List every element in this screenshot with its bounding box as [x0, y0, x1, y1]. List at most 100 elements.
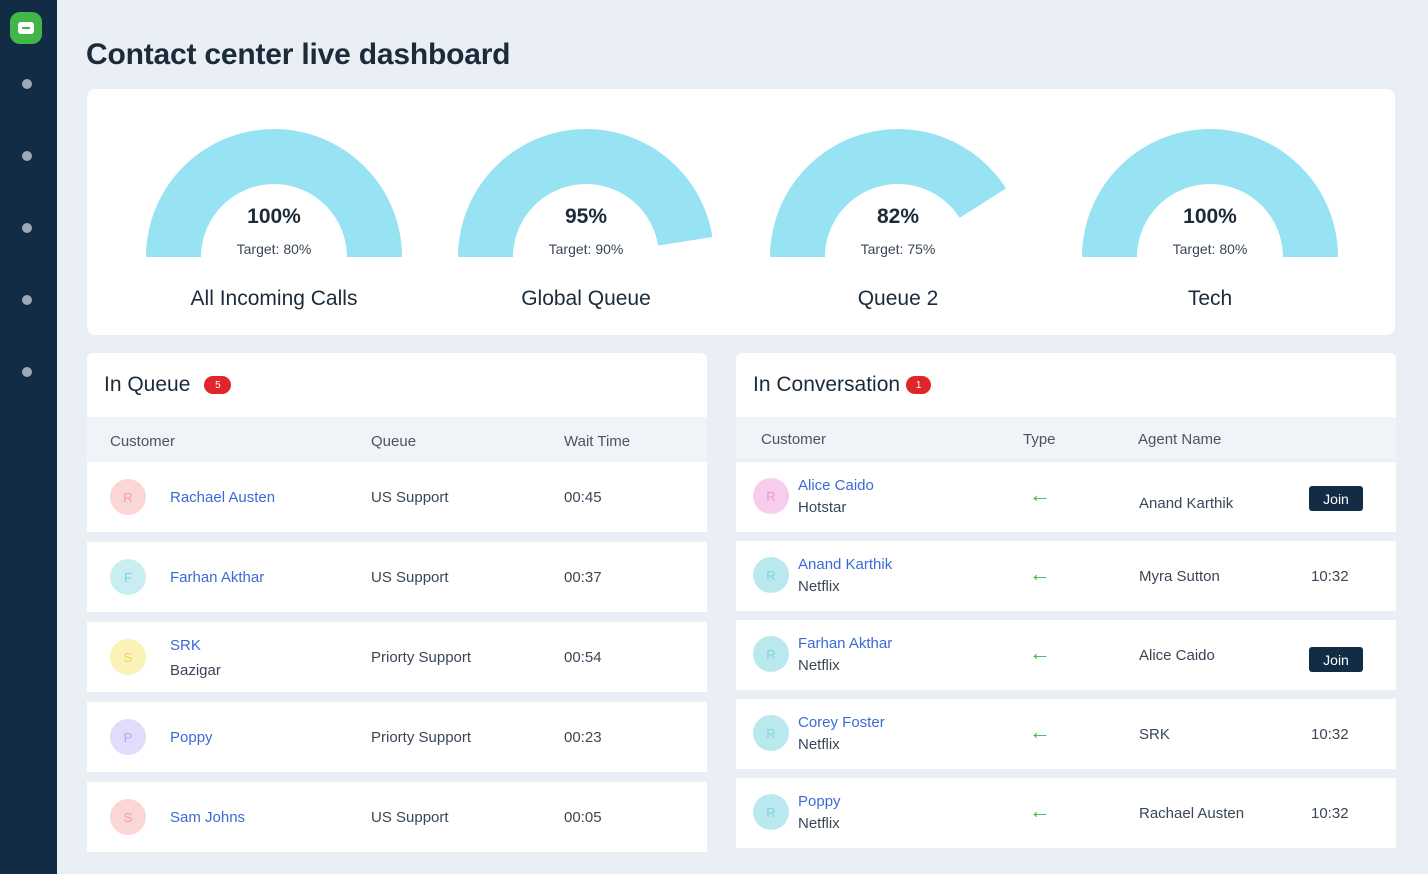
table-row[interactable]: R Corey Foster Netflix ← SRK 10:32	[736, 699, 1396, 769]
inbound-arrow-icon: ←	[1029, 798, 1051, 823]
time-cell: 10:32	[1311, 726, 1349, 743]
avatar: S	[110, 799, 146, 835]
gauge-arc: 100% Target: 80%	[144, 129, 404, 257]
gauge-target: Target: 90%	[548, 241, 624, 257]
gauge-target: Target: 80%	[236, 241, 312, 257]
avatar: R	[110, 479, 146, 515]
gauge-value: 100%	[1183, 205, 1237, 228]
gauge-label: Tech	[1187, 287, 1233, 310]
customer-name-link[interactable]: SRK	[170, 637, 201, 654]
avatar: R	[753, 794, 789, 830]
join-button[interactable]: Join	[1309, 486, 1363, 511]
queue-cell: US Support	[371, 809, 449, 826]
customer-subtitle: Netflix	[798, 736, 840, 753]
sidebar-item-2[interactable]	[22, 151, 32, 161]
sidebar-item-1[interactable]	[22, 79, 32, 89]
sidebar-item-3[interactable]	[22, 223, 32, 233]
table-row[interactable]: R Farhan Akthar Netflix ← Alice Caido Jo…	[736, 620, 1396, 690]
column-header-type: Type	[1023, 431, 1056, 448]
wait-time-cell: 00:05	[564, 809, 602, 826]
avatar: R	[753, 636, 789, 672]
inbound-arrow-icon: ←	[1029, 640, 1051, 665]
customer-subtitle: Bazigar	[170, 662, 221, 679]
gauge-fill	[146, 129, 402, 257]
gauge-target: Target: 80%	[1172, 241, 1248, 257]
gauge-label: Queue 2	[857, 287, 939, 310]
queue-cell: Priorty Support	[371, 729, 472, 746]
gauge-fill	[458, 129, 713, 257]
in-conversation-count-badge: 1	[906, 376, 932, 394]
wait-time-cell: 00:23	[564, 729, 602, 746]
gauge-queue-2: 82% Target: 75% Queue 2	[768, 129, 1028, 311]
in-queue-card: In Queue 5 Customer Queue Wait Time	[87, 353, 707, 463]
gauge-label: All Incoming Calls	[190, 287, 358, 310]
gauge-label: Global Queue	[521, 287, 651, 310]
avatar: F	[110, 559, 146, 595]
customer-name-link[interactable]: Sam Johns	[170, 809, 246, 826]
customer-name-link[interactable]: Alice Caido	[798, 477, 874, 494]
gauge-fill	[770, 129, 1007, 257]
gauge-target: Target: 75%	[860, 241, 936, 257]
customer-name-link[interactable]: Rachael Austen	[170, 489, 276, 506]
table-row[interactable]: S SRK Bazigar Priorty Support 00:54	[87, 622, 707, 692]
table-row[interactable]: R Rachael Austen US Support 00:45	[87, 462, 707, 532]
customer-name-link[interactable]: Poppy	[170, 729, 213, 746]
agent-name-cell: Rachael Austen	[1139, 805, 1245, 822]
page-title: Contact center live dashboard	[86, 38, 511, 71]
column-header-customer: Customer	[761, 431, 827, 448]
in-conversation-column-headers: Customer Type Agent Name	[736, 417, 1396, 459]
wait-time-cell: 00:45	[564, 489, 602, 506]
avatar: P	[110, 719, 146, 755]
wait-time-cell: 00:54	[564, 649, 602, 666]
inbound-arrow-icon: ←	[1029, 719, 1051, 744]
inbound-arrow-icon: ←	[1029, 482, 1051, 507]
customer-name-link[interactable]: Anand Karthik	[798, 556, 893, 573]
gauge-arc-svg	[1082, 129, 1338, 257]
avatar: R	[753, 478, 789, 514]
in-conversation-card: In Conversation 1 Customer Type Agent Na…	[736, 353, 1396, 459]
gauge-all-incoming-calls: 100% Target: 80% All Incoming Calls	[144, 129, 404, 311]
in-conversation-header: In Conversation 1	[736, 353, 1396, 417]
gauge-tech: 100% Target: 80% Tech	[1080, 129, 1340, 311]
avatar: R	[753, 557, 789, 593]
join-button[interactable]: Join	[1309, 647, 1363, 672]
in-queue-title: In Queue	[104, 373, 191, 396]
gauges-panel: 100% Target: 80% All Incoming Calls 95% …	[87, 89, 1395, 335]
customer-name-link[interactable]: Farhan Akthar	[798, 635, 893, 652]
table-row[interactable]: R Alice Caido Hotstar ← Anand Karthik Jo…	[736, 462, 1396, 532]
customer-name-link[interactable]: Farhan Akthar	[170, 569, 265, 586]
gauge-arc-svg	[458, 129, 713, 257]
agent-name-cell: Alice Caido	[1139, 647, 1215, 664]
avatar: S	[110, 639, 146, 675]
in-queue-count-badge: 5	[204, 376, 232, 394]
table-row[interactable]: S Sam Johns US Support 00:05	[87, 782, 707, 852]
gauge-arc-svg	[770, 129, 1007, 257]
sidebar	[0, 0, 57, 874]
gauge-value: 100%	[247, 205, 301, 228]
inbound-arrow-icon: ←	[1029, 561, 1051, 586]
gauge-arc: 82% Target: 75%	[768, 129, 1028, 257]
time-cell: 10:32	[1311, 805, 1349, 822]
column-header-customer: Customer	[110, 433, 176, 450]
gauge-arc-svg	[146, 129, 402, 257]
table-row[interactable]: P Poppy Priorty Support 00:23	[87, 702, 707, 772]
table-row[interactable]: F Farhan Akthar US Support 00:37	[87, 542, 707, 612]
customer-subtitle: Netflix	[798, 815, 840, 832]
in-conversation-title: In Conversation	[753, 373, 901, 396]
gauge-value: 82%	[876, 205, 920, 228]
gauge-arc: 95% Target: 90%	[456, 129, 716, 257]
sidebar-item-5[interactable]	[22, 367, 32, 377]
gauge-value: 95%	[564, 205, 608, 228]
sidebar-item-4[interactable]	[22, 295, 32, 305]
table-row[interactable]: R Anand Karthik Netflix ← Myra Sutton 10…	[736, 541, 1396, 611]
time-cell: 10:32	[1311, 568, 1349, 585]
column-header-wait-time: Wait Time	[564, 433, 631, 450]
queue-cell: US Support	[371, 489, 449, 506]
column-header-agent-name: Agent Name	[1138, 431, 1222, 448]
in-queue-column-headers: Customer Queue Wait Time	[87, 417, 707, 463]
table-row[interactable]: R Poppy Netflix ← Rachael Austen 10:32	[736, 778, 1396, 848]
queue-cell: US Support	[371, 569, 449, 586]
customer-name-link[interactable]: Corey Foster	[798, 714, 885, 731]
customer-name-link[interactable]: Poppy	[798, 793, 841, 810]
chat-logo-icon[interactable]	[10, 12, 42, 44]
